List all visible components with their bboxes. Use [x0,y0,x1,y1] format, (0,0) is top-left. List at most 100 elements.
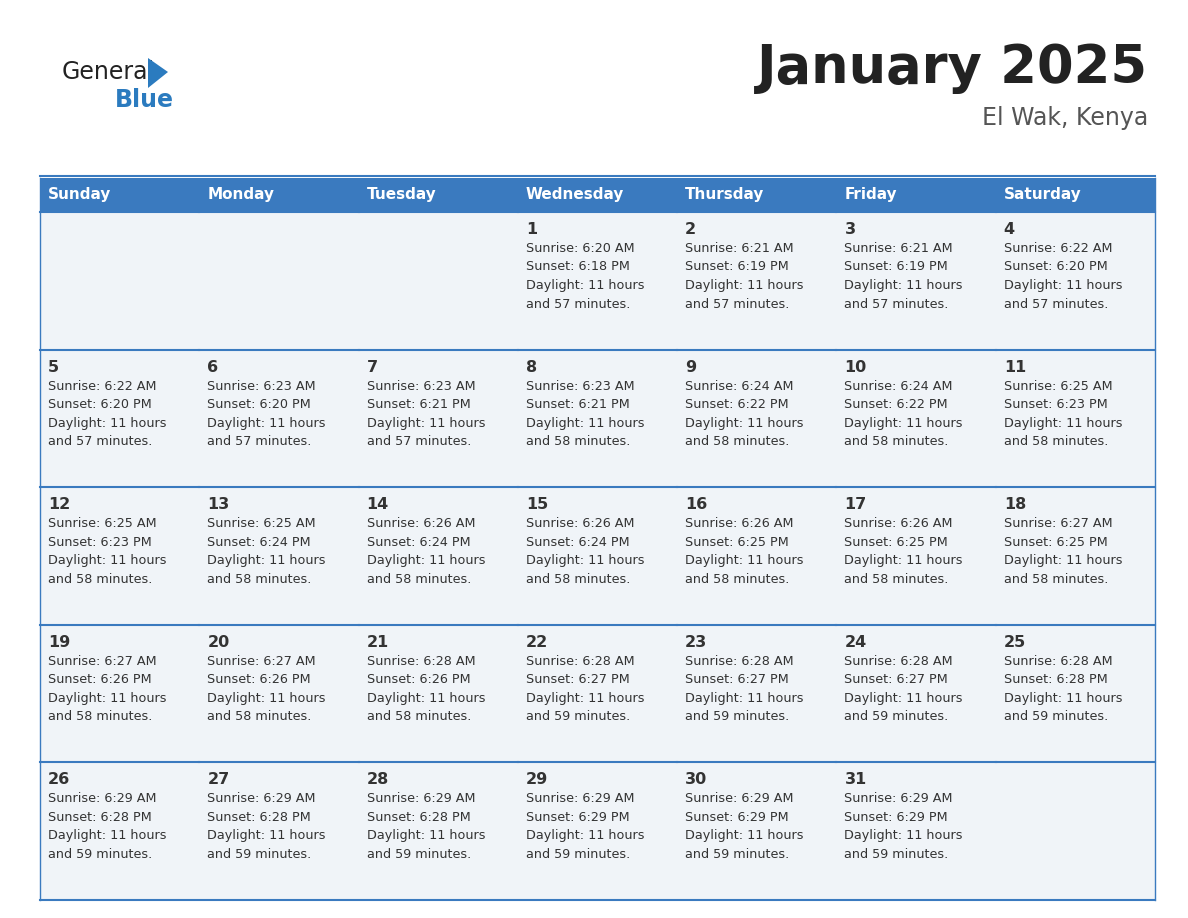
Text: and 58 minutes.: and 58 minutes. [367,573,470,586]
Text: 9: 9 [685,360,696,375]
Text: Daylight: 11 hours: Daylight: 11 hours [207,554,326,567]
Text: January 2025: January 2025 [757,42,1148,94]
Text: Daylight: 11 hours: Daylight: 11 hours [526,279,644,292]
Text: and 59 minutes.: and 59 minutes. [685,711,789,723]
Text: and 58 minutes.: and 58 minutes. [685,573,790,586]
Text: Sunset: 6:18 PM: Sunset: 6:18 PM [526,261,630,274]
Text: 28: 28 [367,772,388,788]
Text: Sunrise: 6:28 AM: Sunrise: 6:28 AM [367,655,475,667]
Text: Tuesday: Tuesday [367,187,436,203]
Bar [996,212,1155,350]
Text: 15: 15 [526,498,548,512]
Text: and 59 minutes.: and 59 minutes. [845,848,949,861]
Text: Sunrise: 6:28 AM: Sunrise: 6:28 AM [845,655,953,667]
Text: Sunset: 6:24 PM: Sunset: 6:24 PM [207,536,311,549]
Text: Daylight: 11 hours: Daylight: 11 hours [48,692,166,705]
Text: Sunset: 6:24 PM: Sunset: 6:24 PM [526,536,630,549]
Text: Sunrise: 6:29 AM: Sunrise: 6:29 AM [367,792,475,805]
Text: Sunset: 6:29 PM: Sunset: 6:29 PM [526,811,630,823]
Bar [836,178,996,212]
Text: Daylight: 11 hours: Daylight: 11 hours [207,692,326,705]
Text: Daylight: 11 hours: Daylight: 11 hours [685,829,803,843]
Bar [40,212,200,350]
Text: 27: 27 [207,772,229,788]
Text: Sunset: 6:27 PM: Sunset: 6:27 PM [526,673,630,687]
Text: Sunset: 6:19 PM: Sunset: 6:19 PM [685,261,789,274]
Text: Daylight: 11 hours: Daylight: 11 hours [845,829,963,843]
Text: 22: 22 [526,635,548,650]
Text: Sunrise: 6:25 AM: Sunrise: 6:25 AM [207,517,316,531]
Text: and 59 minutes.: and 59 minutes. [207,848,311,861]
Text: 23: 23 [685,635,707,650]
Text: Daylight: 11 hours: Daylight: 11 hours [845,554,963,567]
Text: and 59 minutes.: and 59 minutes. [1004,711,1108,723]
Text: 17: 17 [845,498,867,512]
Text: and 57 minutes.: and 57 minutes. [845,297,949,310]
Text: Daylight: 11 hours: Daylight: 11 hours [685,692,803,705]
Bar [359,178,518,212]
Bar [677,350,836,487]
Text: Daylight: 11 hours: Daylight: 11 hours [1004,554,1123,567]
Text: Sunset: 6:28 PM: Sunset: 6:28 PM [1004,673,1107,687]
Text: 12: 12 [48,498,70,512]
Text: 31: 31 [845,772,867,788]
Bar [677,178,836,212]
Text: and 58 minutes.: and 58 minutes. [207,711,311,723]
Text: Daylight: 11 hours: Daylight: 11 hours [685,554,803,567]
Bar [996,350,1155,487]
Text: Daylight: 11 hours: Daylight: 11 hours [685,279,803,292]
Bar [836,212,996,350]
Text: and 58 minutes.: and 58 minutes. [48,573,152,586]
Bar [40,178,200,212]
Text: Blue: Blue [115,88,173,112]
Text: 19: 19 [48,635,70,650]
Bar [518,178,677,212]
Bar [200,212,359,350]
Text: and 58 minutes.: and 58 minutes. [526,573,630,586]
Text: 21: 21 [367,635,388,650]
Text: Sunset: 6:25 PM: Sunset: 6:25 PM [1004,536,1107,549]
Text: and 57 minutes.: and 57 minutes. [526,297,630,310]
Text: Sunrise: 6:28 AM: Sunrise: 6:28 AM [685,655,794,667]
Text: Sunrise: 6:23 AM: Sunrise: 6:23 AM [207,380,316,393]
Bar [40,763,200,900]
Text: 2: 2 [685,222,696,237]
Bar [677,763,836,900]
Text: and 59 minutes.: and 59 minutes. [526,848,630,861]
Bar [200,178,359,212]
Text: Sunrise: 6:26 AM: Sunrise: 6:26 AM [685,517,794,531]
Text: Sunrise: 6:28 AM: Sunrise: 6:28 AM [1004,655,1112,667]
Text: and 57 minutes.: and 57 minutes. [1004,297,1108,310]
Text: Sunrise: 6:26 AM: Sunrise: 6:26 AM [845,517,953,531]
Text: 25: 25 [1004,635,1026,650]
Text: 3: 3 [845,222,855,237]
Bar [200,763,359,900]
Text: and 57 minutes.: and 57 minutes. [685,297,790,310]
Text: Sunset: 6:22 PM: Sunset: 6:22 PM [685,398,789,411]
Text: Thursday: Thursday [685,187,765,203]
Text: Sunrise: 6:26 AM: Sunrise: 6:26 AM [526,517,634,531]
Text: and 58 minutes.: and 58 minutes. [207,573,311,586]
Text: 24: 24 [845,635,867,650]
Bar [518,763,677,900]
Text: 6: 6 [207,360,219,375]
Text: Sunrise: 6:27 AM: Sunrise: 6:27 AM [1004,517,1112,531]
Bar [836,625,996,763]
Text: Sunrise: 6:25 AM: Sunrise: 6:25 AM [1004,380,1112,393]
Text: Sunset: 6:28 PM: Sunset: 6:28 PM [48,811,152,823]
Text: Sunrise: 6:24 AM: Sunrise: 6:24 AM [685,380,794,393]
Text: Daylight: 11 hours: Daylight: 11 hours [1004,279,1123,292]
Bar [836,350,996,487]
Text: and 58 minutes.: and 58 minutes. [845,435,949,448]
Text: Daylight: 11 hours: Daylight: 11 hours [845,692,963,705]
Text: 16: 16 [685,498,707,512]
Text: 4: 4 [1004,222,1015,237]
Text: and 58 minutes.: and 58 minutes. [367,711,470,723]
Text: Daylight: 11 hours: Daylight: 11 hours [48,417,166,430]
Text: Sunset: 6:27 PM: Sunset: 6:27 PM [845,673,948,687]
Text: Sunset: 6:25 PM: Sunset: 6:25 PM [845,536,948,549]
Text: Friday: Friday [845,187,897,203]
Bar [677,212,836,350]
Text: 30: 30 [685,772,707,788]
Text: Sunrise: 6:25 AM: Sunrise: 6:25 AM [48,517,157,531]
